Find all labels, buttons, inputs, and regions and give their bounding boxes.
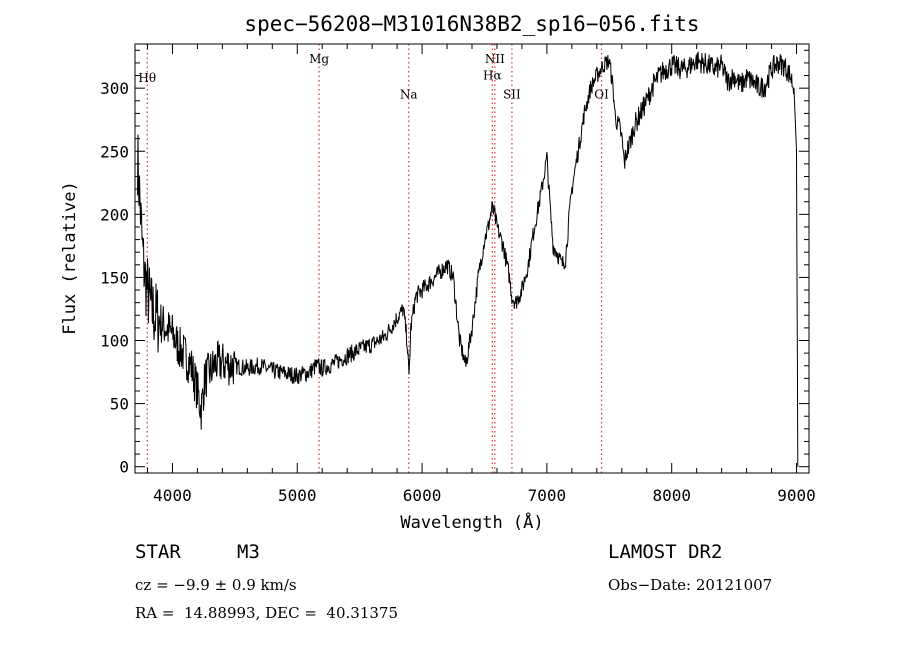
spectrum-line <box>137 51 799 467</box>
line-marker-label-3: NII <box>485 52 505 66</box>
y-tick-label-2: 100 <box>100 332 129 351</box>
y-axis-label: Flux (relative) <box>60 181 80 335</box>
y-tick-label-6: 300 <box>100 79 129 98</box>
coordinates: RA = 14.88993, DEC = 40.31375 <box>135 604 399 622</box>
object-subclass: M3 <box>237 541 260 563</box>
x-tick-label-4: 8000 <box>652 486 691 505</box>
y-tick-label-1: 50 <box>110 395 129 414</box>
obs-date: Obs−Date: 20121007 <box>608 576 773 594</box>
line-marker-label-6: OI <box>594 87 609 101</box>
object-class: STAR <box>135 541 181 563</box>
y-tick-label-4: 200 <box>100 205 129 224</box>
x-tick-label-5: 9000 <box>777 486 816 505</box>
redshift-cz: cz = −9.9 ± 0.9 km/s <box>135 576 297 594</box>
x-tick-label-3: 7000 <box>528 486 567 505</box>
line-marker-label-2: Na <box>400 87 418 101</box>
x-tick-label-0: 4000 <box>153 486 192 505</box>
plot-frame <box>134 43 810 474</box>
line-marker-label-5: SII <box>503 87 521 101</box>
chart-title: spec−56208−M31016N38B2_sp16−056.fits <box>244 12 699 36</box>
line-marker-label-4: Hα <box>483 68 502 82</box>
line-marker-label-1: Mg <box>309 52 329 66</box>
axis-ticks: 4000 5000 6000 7000 8000 9000 0 50 100 150 200 250 3… <box>100 44 816 505</box>
y-tick-label-3: 150 <box>100 268 129 287</box>
y-tick-label-5: 250 <box>100 142 129 161</box>
x-axis-label: Wavelength (Å) <box>400 511 543 533</box>
x-tick-label-1: 5000 <box>278 486 317 505</box>
y-tick-label-0: 0 <box>119 458 129 477</box>
survey-name: LAMOST DR2 <box>608 541 723 563</box>
x-tick-label-2: 6000 <box>403 486 442 505</box>
line-marker-label-0: Hθ <box>138 71 156 85</box>
